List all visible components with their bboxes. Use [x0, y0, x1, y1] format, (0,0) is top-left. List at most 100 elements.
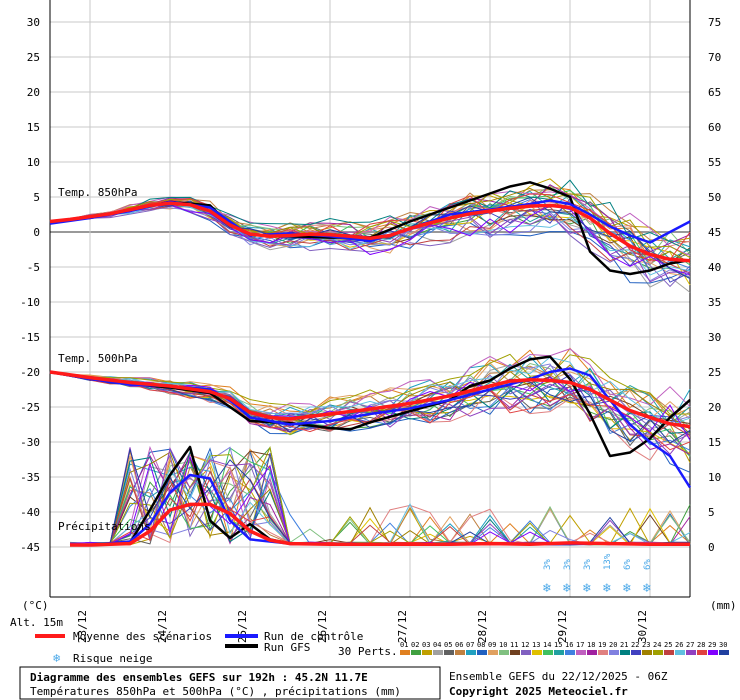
- x-tick-label: 26/12: [316, 610, 329, 643]
- footer-copyright: Copyright 2025 Meteociel.fr: [449, 685, 628, 698]
- pert-swatch: [466, 650, 476, 655]
- pert-swatch: [477, 650, 487, 655]
- pert-number: 02: [411, 641, 419, 649]
- pert-number: 11: [510, 641, 518, 649]
- pert-number: 29: [708, 641, 716, 649]
- pert-number: 04: [433, 641, 441, 649]
- left-tick-label: -40: [20, 506, 40, 519]
- right-tick-label: 75: [708, 16, 721, 29]
- snow-risk-label: 6%: [623, 559, 633, 570]
- left-tick-label: 15: [27, 121, 40, 134]
- left-tick-label: -10: [20, 296, 40, 309]
- right-tick-label: 5: [708, 506, 715, 519]
- perts-label: 30 Perts.: [338, 645, 398, 658]
- pert-number: 24: [653, 641, 661, 649]
- legend-snow-label: Risque neige: [73, 652, 152, 665]
- right-tick-label: 30: [708, 331, 721, 344]
- pert-number: 13: [532, 641, 540, 649]
- pert-number: 01: [400, 641, 408, 649]
- pert-number: 05: [444, 641, 452, 649]
- pert-number: 14: [543, 641, 551, 649]
- snowflake-icon: ❄: [562, 581, 571, 596]
- footer-subtitle: Températures 850hPa et 500hPa (°C) , pré…: [30, 685, 401, 698]
- snow-risk-label: 3%: [563, 559, 573, 570]
- pert-swatch: [411, 650, 421, 655]
- x-tick-label: 27/12: [396, 610, 409, 643]
- snow-risk-label: 3%: [543, 559, 553, 570]
- left-tick-label: 0: [33, 226, 40, 239]
- pert-swatch: [499, 650, 509, 655]
- pert-swatch: [576, 650, 586, 655]
- legend-control-label: Run de contrôle: [264, 630, 363, 643]
- right-tick-label: 15: [708, 436, 721, 449]
- pert-number: 27: [686, 641, 694, 649]
- right-tick-label: 40: [708, 261, 721, 274]
- pert-swatch: [488, 650, 498, 655]
- x-tick-label: 28/12: [476, 610, 489, 643]
- pert-swatch: [675, 650, 685, 655]
- pert-number: 06: [455, 641, 463, 649]
- pert-swatch: [433, 650, 443, 655]
- perturbation-line: [49, 353, 691, 415]
- pert-swatch: [653, 650, 663, 655]
- snow-risk-label: 13%: [603, 553, 613, 570]
- left-tick-label: 10: [27, 156, 40, 169]
- pert-swatch: [444, 650, 454, 655]
- left-tick-label: 30: [27, 16, 40, 29]
- pert-swatch: [719, 650, 729, 655]
- right-tick-label: 55: [708, 156, 721, 169]
- left-tick-label: -30: [20, 436, 40, 449]
- t850-mean-line: [49, 201, 691, 263]
- snowflake-icon: ❄: [53, 651, 60, 665]
- left-tick-label: -25: [20, 401, 40, 414]
- footer-title-box: [19, 666, 441, 700]
- left-tick-label: -20: [20, 366, 40, 379]
- x-tick-label: 25/12: [236, 610, 249, 643]
- t850-panel-label: Temp. 850hPa: [58, 186, 137, 199]
- altitude-label: Alt. 15m: [10, 616, 63, 629]
- pert-swatch: [664, 650, 674, 655]
- snow-risk-label: 6%: [643, 559, 653, 570]
- right-tick-label: 35: [708, 296, 721, 309]
- right-tick-label: 60: [708, 121, 721, 134]
- snow-risk-label: 3%: [583, 559, 593, 570]
- pert-number: 09: [488, 641, 496, 649]
- x-tick-label: 24/12: [156, 610, 169, 643]
- right-unit-label: (mm): [710, 599, 737, 612]
- snowflake-icon: ❄: [582, 581, 591, 596]
- right-tick-label: 10: [708, 471, 721, 484]
- pert-number: 03: [422, 641, 430, 649]
- pert-number: 23: [642, 641, 650, 649]
- main-series-lines: [49, 181, 692, 547]
- right-tick-label: 65: [708, 86, 721, 99]
- right-tick-label: 20: [708, 401, 721, 414]
- pert-swatch: [455, 650, 465, 655]
- pert-swatch: [532, 650, 542, 655]
- pert-number: 15: [554, 641, 562, 649]
- pert-swatch: [543, 650, 553, 655]
- pert-number: 21: [620, 641, 628, 649]
- right-tick-label: 70: [708, 51, 721, 64]
- pert-swatch: [422, 650, 432, 655]
- pert-swatch: [510, 650, 520, 655]
- pert-number: 12: [521, 641, 529, 649]
- snowflake-icon: ❄: [622, 581, 631, 596]
- legend-mean-label: Moyenne des scénarios: [73, 630, 212, 643]
- pert-swatch: [620, 650, 630, 655]
- pert-number: 30: [719, 641, 727, 649]
- snow-risk-row: 3% ❄ 3% ❄ 3% ❄ 13% ❄ 6% ❄ 6% ❄: [542, 553, 653, 596]
- x-tick-label: 29/12: [556, 610, 569, 643]
- pert-swatch: [565, 650, 575, 655]
- pert-swatch: [686, 650, 696, 655]
- left-tick-label: -35: [20, 471, 40, 484]
- footer-run: Ensemble GEFS du 22/12/2025 - 06Z: [449, 670, 668, 683]
- perturbation-line: [49, 191, 691, 256]
- pert-swatch: [598, 650, 608, 655]
- left-tick-label: 25: [27, 51, 40, 64]
- pert-swatch: [697, 650, 707, 655]
- precip-mean-line: [70, 502, 690, 547]
- pert-number: 26: [675, 641, 683, 649]
- pert-swatch: [400, 650, 410, 655]
- t500-panel-label: Temp. 500hPa: [58, 352, 137, 365]
